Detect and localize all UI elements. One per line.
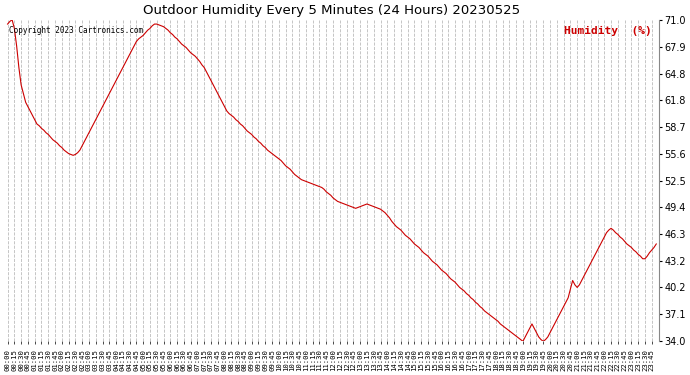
Title: Outdoor Humidity Every 5 Minutes (24 Hours) 20230525: Outdoor Humidity Every 5 Minutes (24 Hou… [144, 4, 520, 17]
Text: Humidity  (%): Humidity (%) [564, 26, 652, 36]
Text: Copyright 2023 Cartronics.com: Copyright 2023 Cartronics.com [8, 26, 143, 35]
